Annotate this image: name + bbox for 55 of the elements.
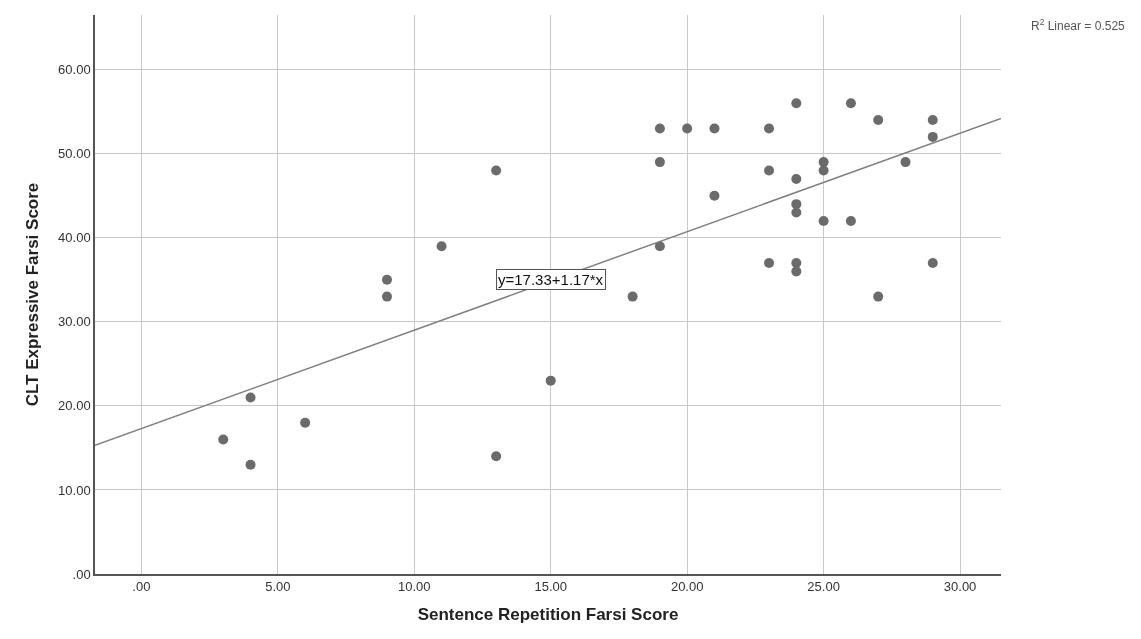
- point: [873, 291, 884, 302]
- point: [927, 115, 938, 126]
- point: [245, 459, 256, 470]
- point: [818, 165, 829, 176]
- point: [873, 115, 884, 126]
- y-tick-label: 20.00: [58, 398, 91, 414]
- y-axis-title: CLT Expressive Farsi Score: [23, 182, 43, 407]
- point: [218, 434, 229, 445]
- x-tick-label: 15.00: [534, 579, 567, 595]
- point: [764, 257, 775, 268]
- point: [381, 291, 392, 302]
- point: [245, 392, 256, 403]
- point: [545, 375, 556, 386]
- point: [791, 266, 802, 277]
- point: [709, 123, 720, 134]
- point: [845, 98, 856, 109]
- point: [764, 165, 775, 176]
- point: [791, 257, 802, 268]
- x-tick-label: 20.00: [670, 579, 704, 595]
- point: [491, 165, 502, 176]
- point: [818, 157, 829, 168]
- point: [791, 199, 802, 210]
- x-tick-label: 25.00: [807, 579, 840, 595]
- point: [764, 123, 775, 134]
- point: [927, 131, 938, 142]
- point: [654, 157, 665, 168]
- point: [791, 98, 802, 109]
- x-axis-title: Sentence Repetition Farsi Score: [417, 605, 679, 625]
- point: [845, 215, 856, 226]
- text: R$^{2}$ Linear = 0.525: [1031, 17, 1126, 34]
- point: [654, 123, 665, 134]
- x-tick-label: 10.00: [398, 579, 431, 595]
- x-tick-label: 30.00: [943, 579, 977, 595]
- y-tick-label: 40.00: [58, 230, 91, 246]
- y-tick-label: 50.00: [58, 146, 91, 162]
- point: [381, 274, 392, 285]
- point: [436, 241, 447, 252]
- x-tick-label: .00: [132, 579, 151, 595]
- point: [927, 257, 938, 268]
- point: [654, 241, 665, 252]
- y-tick-label: 30.00: [58, 314, 91, 330]
- y-tick-label: 60.00: [58, 62, 91, 78]
- point: [791, 207, 802, 218]
- point: [682, 123, 693, 134]
- y-tick-label: .00: [72, 566, 91, 582]
- point: [818, 215, 829, 226]
- y-tick-label: 10.00: [58, 482, 91, 498]
- x-tick-label: 5.00: [265, 579, 291, 595]
- point: [627, 291, 638, 302]
- point: [791, 173, 802, 184]
- annotation: y=17.33+1.17*x: [498, 271, 604, 288]
- point: [491, 451, 502, 462]
- point: [300, 417, 311, 428]
- point: [900, 157, 911, 168]
- point: [709, 190, 720, 201]
